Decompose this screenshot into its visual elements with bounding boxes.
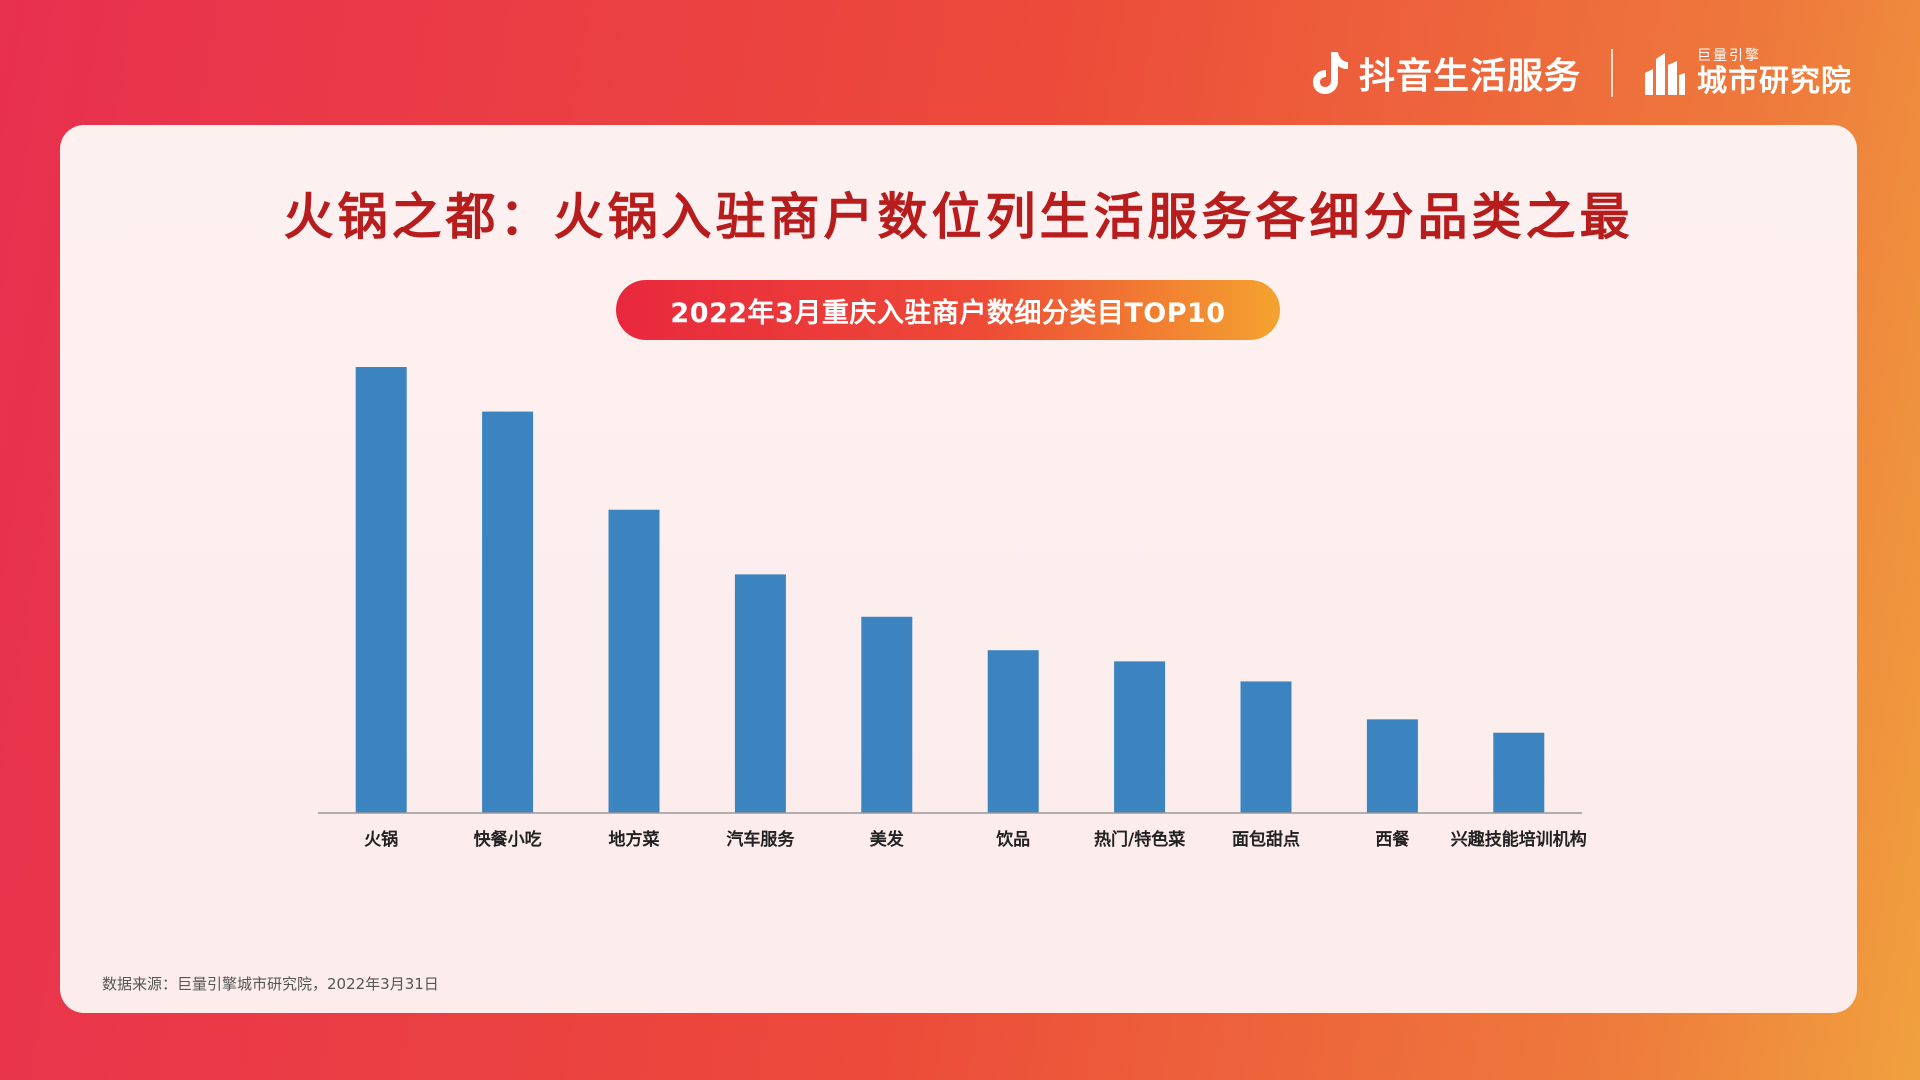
x-tick-label-1: 火锅 (364, 829, 398, 850)
bar-8 (1240, 681, 1292, 813)
bar-2 (482, 411, 534, 813)
x-tick-label-6: 饮品 (995, 829, 1030, 850)
page-title: 火锅之都：火锅入驻商户数位列生活服务各细分品类之最 (283, 188, 1634, 246)
brand-secondary-big: 城市研究院 (1697, 64, 1852, 99)
x-tick-label-4: 汽车服务 (726, 829, 795, 850)
x-tick-label-9: 西餐 (1375, 829, 1410, 850)
city-buildings-icon (1645, 53, 1685, 95)
brand-secondary-small: 巨量引擎 (1697, 48, 1761, 64)
city-research-logo: 巨量引擎 城市研究院 (1643, 49, 1852, 97)
content-card: 火锅之都：火锅入驻商户数位列生活服务各细分品类之最 2022年3月重庆入驻商户数… (60, 125, 1857, 1013)
bar-10 (1493, 732, 1545, 813)
x-tick-label-3: 地方菜 (609, 829, 661, 850)
bar-9 (1366, 719, 1418, 813)
x-tick-label-5: 美发 (870, 829, 905, 850)
header-brand: 抖音生活服务 巨量引擎 城市研究院 (1311, 38, 1852, 108)
brand-divider (1611, 49, 1613, 97)
bar-5 (861, 616, 913, 813)
x-tick-label-2: 快餐小吃 (474, 829, 542, 850)
x-tick-label-10: 兴趣技能培训机构 (1451, 829, 1587, 850)
bar-3 (608, 509, 660, 813)
bar-7 (1114, 661, 1166, 813)
bar-chart: 火锅 快餐小吃 地方菜 汽车服务 美发 饮品 热门/特色菜 面包甜点 西餐 兴趣技能培训机构 (318, 367, 1587, 850)
bar-1 (355, 367, 407, 813)
bar-4 (734, 574, 786, 813)
music-note-icon (1312, 52, 1348, 94)
source-footnote: 数据来源：巨量引擎城市研究院，2022年3月31日 (102, 975, 439, 993)
bar-6 (987, 650, 1039, 813)
x-tick-label-8: 面包甜点 (1232, 829, 1300, 850)
chart-title: 2022年3月重庆入驻商户数细分类目TOP10 (616, 280, 1280, 340)
douyin-life-service-logo: 抖音生活服务 (1311, 47, 1581, 99)
brand-primary-name: 抖音生活服务 (1358, 56, 1581, 97)
x-tick-label-7: 热门/特色菜 (1094, 829, 1186, 850)
